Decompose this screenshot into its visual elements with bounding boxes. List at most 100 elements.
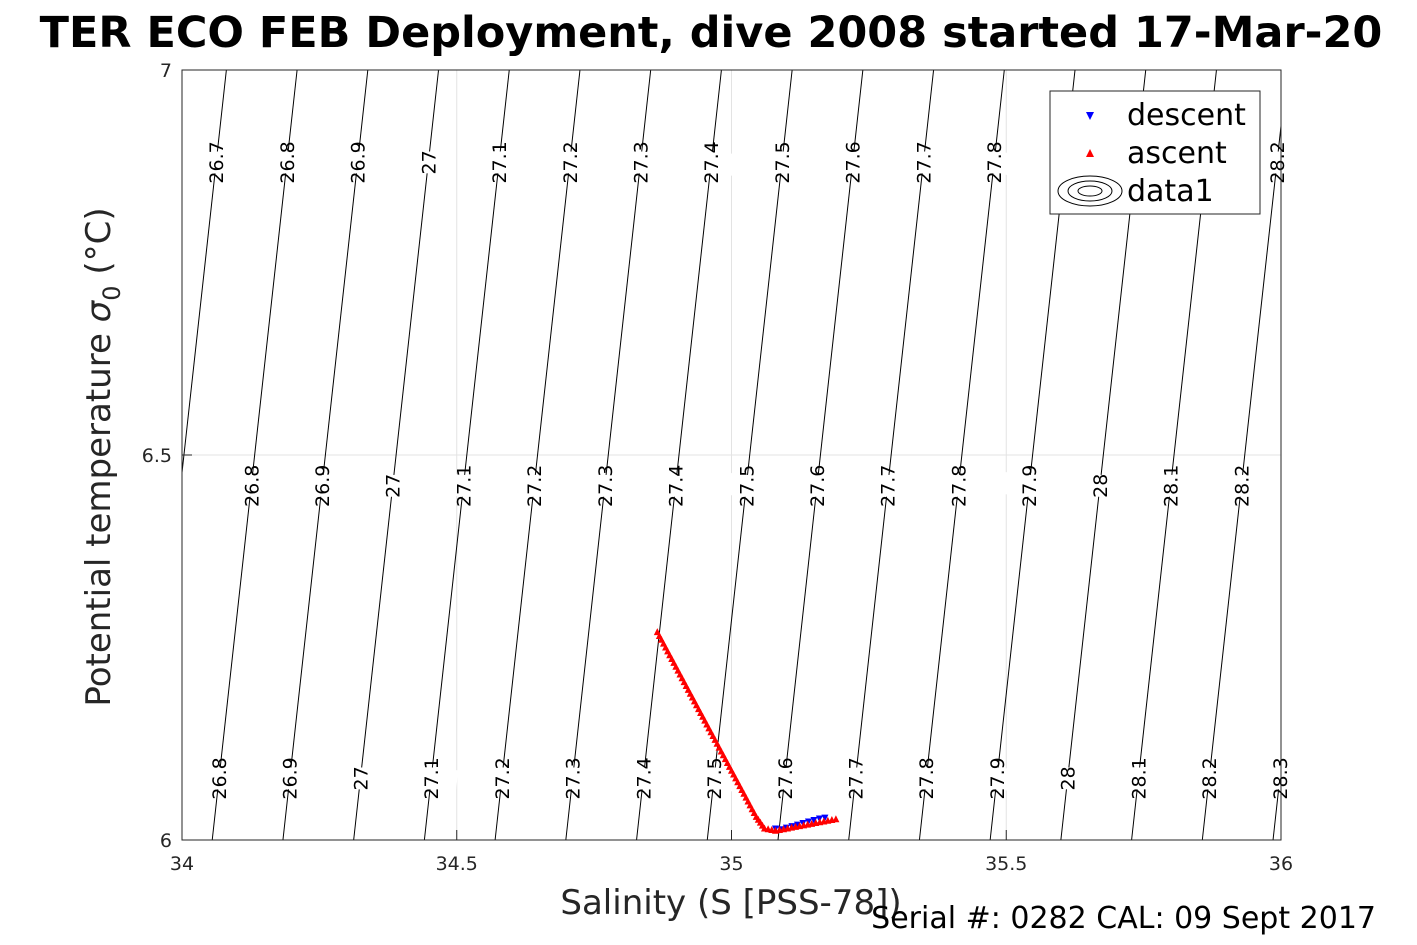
contour-label: 27.3 xyxy=(595,465,617,507)
contour-label-gap xyxy=(648,472,703,500)
legend: descent ascent data1 xyxy=(1049,90,1261,215)
contour-label-gap xyxy=(825,148,880,177)
contour-label: 26.8 xyxy=(209,757,231,799)
contour-label-gap xyxy=(789,472,845,500)
contour-label: 27.7 xyxy=(913,141,935,183)
contour-label: 28.2 xyxy=(1267,141,1289,183)
contour-label: 26.9 xyxy=(312,465,334,507)
contour-label: 27.3 xyxy=(631,141,653,183)
contour-label-gap xyxy=(684,148,739,177)
contour-label: 27.5 xyxy=(736,465,758,507)
contour-label: 28.1 xyxy=(1128,757,1150,799)
contour-label-gap xyxy=(1072,472,1127,500)
contour-label-gap xyxy=(1111,764,1166,793)
contour-label: 27.6 xyxy=(843,141,865,183)
contour-label-gap xyxy=(401,148,456,177)
legend-ascent-marker xyxy=(1086,149,1094,157)
contour-label-gap xyxy=(472,148,527,177)
legend-contour-icon xyxy=(1057,175,1123,207)
isopycnal-line xyxy=(211,69,298,841)
contour-label: 27.2 xyxy=(560,141,582,183)
contour-label: 27.1 xyxy=(489,141,511,183)
contour-label-gap xyxy=(899,764,954,793)
isopycnal-line xyxy=(636,69,722,841)
grid-lines xyxy=(182,70,1281,840)
contour-label: 27.5 xyxy=(704,757,726,799)
legend-ascent-label: ascent xyxy=(1127,136,1227,171)
contour-label: 27.4 xyxy=(666,465,688,507)
contour-label: 27 xyxy=(418,150,440,174)
contour-label-gap xyxy=(757,764,812,793)
contour-label-gap xyxy=(1182,764,1237,793)
isopycnal-line xyxy=(565,69,652,841)
isopycnal-line xyxy=(918,69,1005,841)
contour-label-gap xyxy=(896,148,951,177)
isopycnal-line xyxy=(423,69,510,841)
x-axis-ticks: 34 34.5 35 35.5 36 xyxy=(170,830,1293,875)
contour-label-gap xyxy=(262,764,317,793)
y-axis-label-unit: (°C) xyxy=(79,207,119,285)
isopycnal-line xyxy=(494,69,581,841)
contour-label-gap xyxy=(969,764,1024,793)
contour-label-gap xyxy=(967,148,1022,177)
contour-label: 27.8 xyxy=(948,465,970,507)
contour-label-gap xyxy=(1002,472,1057,500)
contour-label: 26.8 xyxy=(241,465,263,507)
isopycnal-line xyxy=(848,69,935,841)
contour-label: 27.7 xyxy=(878,465,900,507)
contour-label-gap xyxy=(189,148,244,177)
contour-label: 26.7 xyxy=(206,141,228,183)
contour-label-gap xyxy=(545,764,600,793)
contour-label-gap xyxy=(931,472,986,500)
data-series xyxy=(653,628,840,834)
y-axis-label-symbol: σ xyxy=(79,299,119,322)
chart-title: TER ECO FEB Deployment, dive 2008 starte… xyxy=(40,8,1383,58)
contour-label-gap xyxy=(436,472,491,500)
contour-label: 28.2 xyxy=(1199,757,1221,799)
isopycnal-line xyxy=(282,69,369,841)
contour-label-gap xyxy=(365,472,420,500)
contour-label-gap xyxy=(687,764,742,793)
contour-label: 28.2 xyxy=(1231,465,1253,507)
x-tick-label: 35 xyxy=(719,853,743,875)
y-axis-label-main: Potential temperature xyxy=(79,322,119,706)
x-tick-label: 35.5 xyxy=(985,853,1027,875)
x-axis-label: Salinity (S [PSS-78]) xyxy=(560,883,901,923)
contour-label: 27.6 xyxy=(775,757,797,799)
contour-label: 27.4 xyxy=(701,141,723,183)
contour-label-gap xyxy=(1252,764,1307,793)
x-tick-label: 34 xyxy=(170,853,194,875)
contour-label: 28 xyxy=(1058,766,1080,790)
contour-label-gap xyxy=(577,472,632,500)
contour-label-gap xyxy=(542,148,597,177)
legend-data1-label: data1 xyxy=(1127,174,1214,209)
contour-label: 27 xyxy=(383,474,405,498)
contour-label-gap xyxy=(1214,472,1269,500)
contour-label: 27.7 xyxy=(845,757,867,799)
contour-label-gap xyxy=(616,764,671,793)
contour-label-gap xyxy=(1040,764,1095,793)
ascent-point xyxy=(832,815,840,823)
contour-label-gap xyxy=(259,148,314,177)
contour-label-gap xyxy=(828,764,883,793)
descent-point xyxy=(815,815,823,823)
y-tick-label: 6.5 xyxy=(142,445,172,467)
series-ascent xyxy=(653,628,840,834)
isopycnal-line xyxy=(706,69,793,841)
contour-label-gap xyxy=(404,764,459,793)
serial-cal-footer: Serial #: 0282 CAL: 09 Sept 2017 xyxy=(871,901,1376,936)
contour-label: 27.5 xyxy=(772,141,794,183)
y-axis-ticks: 66.57 xyxy=(142,60,192,852)
contour-label-gap xyxy=(333,764,388,793)
y-tick-label: 6 xyxy=(160,830,172,852)
y-axis-label-subscript: 0 xyxy=(98,285,126,300)
contour-label-gap xyxy=(860,472,915,500)
contour-label-gap xyxy=(191,764,247,793)
y-tick-label: 7 xyxy=(160,60,172,82)
contour-label: 28.1 xyxy=(1161,465,1183,507)
contour-label-gap xyxy=(719,472,774,500)
contour-label: 27.6 xyxy=(807,465,829,507)
contour-label: 27.1 xyxy=(453,465,475,507)
contour-label-gap xyxy=(330,148,385,177)
legend-descent-label: descent xyxy=(1127,98,1246,133)
